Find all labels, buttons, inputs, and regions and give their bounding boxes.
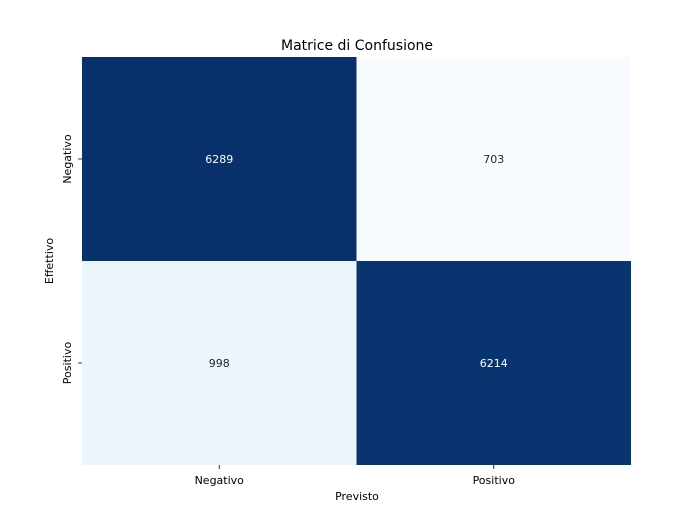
x-axis-label: Previsto [335,490,379,503]
y-axis: Negativo Positivo [61,134,82,384]
cell-value-label: 998 [209,357,230,370]
heatmap-cell-negativo-negativo [82,57,357,261]
cell-value-label: 703 [483,153,504,166]
x-tick-label: Positivo [473,474,516,487]
x-axis: Negativo Positivo [195,465,516,487]
heatmap-cells [82,57,631,465]
y-tick-label: Negativo [61,134,74,184]
y-tick-label: Positivo [61,342,74,385]
heatmap-cell-labels: 6289 703 998 6214 [205,153,508,370]
x-tick-label: Negativo [195,474,245,487]
cell-value-label: 6214 [480,357,508,370]
y-axis-label: Effettivo [43,238,56,284]
heatmap-cell-negativo-positivo [356,57,631,261]
cell-value-label: 6289 [205,153,233,166]
heatmap-cell-positivo-positivo [356,261,631,465]
heatmap-cell-positivo-negativo [82,261,357,465]
chart-title: Matrice di Confusione [281,38,433,54]
